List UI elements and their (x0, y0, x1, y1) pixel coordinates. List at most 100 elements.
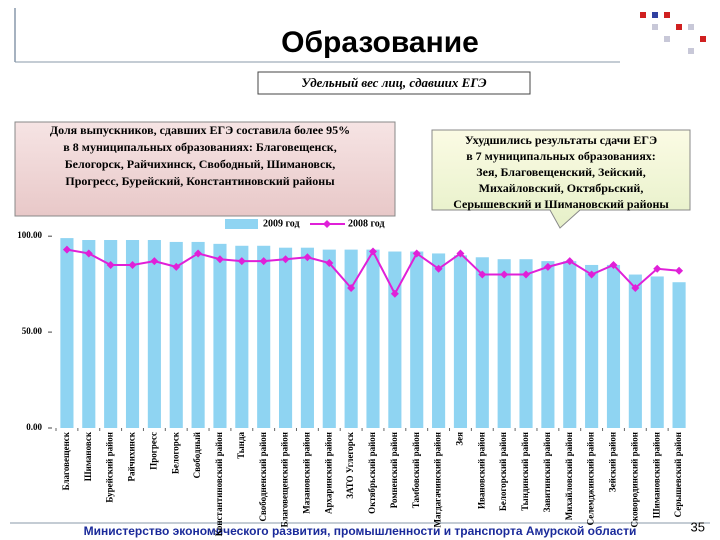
subtitle-box (257, 71, 531, 95)
bar (606, 264, 621, 428)
callout-left (14, 121, 396, 217)
line-marker (281, 255, 290, 264)
legend-label: 2009 год (263, 218, 300, 229)
x-tick-label: Свободненский район (258, 432, 268, 522)
bar (650, 276, 664, 428)
line-marker (128, 260, 137, 269)
x-tick-label: Благовещенский район (280, 432, 290, 527)
bar (585, 264, 599, 428)
x-tick-label: Архаринский район (323, 432, 333, 514)
y-tick-label: 0.00 (26, 422, 42, 432)
callout-text: Михайловский, Октябрьский, (479, 181, 644, 195)
bar (519, 259, 533, 428)
callout-text: Прогресс, Бурейский, Константиновский ра… (65, 174, 335, 188)
line-marker (347, 283, 356, 292)
callout-text: Зея, Благовещенский, Зейский, (476, 165, 645, 179)
x-tick-label: Константиновский район (214, 432, 224, 536)
line-marker (150, 257, 159, 266)
x-tick-label: Мазановский район (301, 432, 311, 514)
x-tick-label: Райчихинск (127, 431, 137, 481)
bar (432, 253, 446, 428)
line-marker (325, 259, 334, 268)
subtitle: Удельный вес лиц, сдавших ЕГЭ (301, 75, 487, 90)
line-marker (390, 289, 399, 298)
bar (497, 259, 511, 428)
bar (257, 245, 271, 428)
x-tick-label: Зея (455, 432, 465, 446)
line-marker (543, 262, 552, 271)
line-marker (194, 249, 203, 258)
bar (541, 261, 555, 428)
legend (218, 218, 393, 230)
x-tick-label: Тында (236, 432, 246, 459)
legend-swatch (225, 219, 258, 229)
line-marker (412, 249, 421, 258)
bar (278, 247, 293, 428)
x-tick-label: Ромненский район (389, 432, 399, 508)
x-tick-label: Ивановский район (476, 432, 486, 509)
x-tick-label: Белогорский район (498, 432, 508, 511)
bar (563, 261, 577, 428)
legend-label: 2008 год (348, 218, 385, 229)
line-marker (172, 262, 181, 271)
bar (82, 240, 96, 428)
callout-text: Серышевский и Шимановский районы (453, 197, 669, 211)
line-marker (237, 257, 246, 266)
bar (475, 257, 489, 428)
x-tick-label: Магдагачинский район (433, 432, 443, 528)
x-tick-label: Октябрьский район (367, 432, 377, 514)
line-marker (62, 245, 71, 254)
line-marker (500, 270, 509, 279)
callout-right (431, 129, 691, 229)
line-marker (369, 247, 377, 256)
bar (628, 274, 642, 428)
bar (366, 249, 380, 428)
x-tick-label: Белогорск (170, 431, 180, 474)
line-marker (106, 260, 115, 269)
line-marker (631, 283, 640, 292)
bar (388, 251, 402, 428)
page-number: 35 (691, 519, 705, 534)
bar (104, 240, 118, 428)
x-tick-label: Тындинский район (520, 432, 530, 511)
x-tick-label: Свободный (192, 432, 202, 478)
x-tick-label: Шимановский район (651, 432, 661, 518)
line-marker (456, 249, 465, 258)
bar (410, 251, 424, 428)
line-marker (653, 264, 662, 273)
x-tick-label: Благовещенск (61, 431, 71, 490)
x-tick-label: Михайловский район (564, 432, 574, 520)
y-tick-label: 50.00 (22, 326, 43, 336)
x-tick-label: Прогресс (148, 432, 158, 470)
callout-text: в 8 муниципальных образованиях: Благовещ… (63, 140, 336, 154)
callout-text: Доля выпускников, сдавших ЕГЭ составила … (50, 123, 350, 137)
bar (235, 245, 249, 428)
line-marker (675, 266, 684, 275)
bar (672, 282, 686, 428)
bar (169, 241, 183, 428)
x-tick-label: Завитинский район (542, 432, 552, 512)
line-marker (303, 253, 312, 262)
bar (344, 249, 358, 428)
bar (191, 241, 205, 428)
x-tick-label: Сковородинский район (629, 432, 639, 528)
line-marker (434, 264, 443, 273)
x-tick-label: Зейский район (608, 432, 618, 492)
line-marker (215, 255, 224, 264)
bar (125, 240, 140, 428)
footer: Министерство экономического развития, пр… (84, 524, 637, 538)
x-tick-label: Тамбовский район (411, 432, 421, 508)
bar (300, 247, 314, 428)
line-marker (587, 270, 596, 279)
y-tick-label: 100.00 (17, 230, 42, 240)
line-marker (522, 270, 531, 279)
bar (322, 249, 336, 428)
slide-title: Образование (281, 26, 479, 59)
x-tick-label: ЗАТО Углегорск (345, 431, 355, 498)
bar (60, 238, 74, 428)
bar (453, 255, 468, 428)
callout-text: в 7 муниципальных образованиях: (466, 149, 656, 163)
legend-swatch (323, 220, 331, 228)
